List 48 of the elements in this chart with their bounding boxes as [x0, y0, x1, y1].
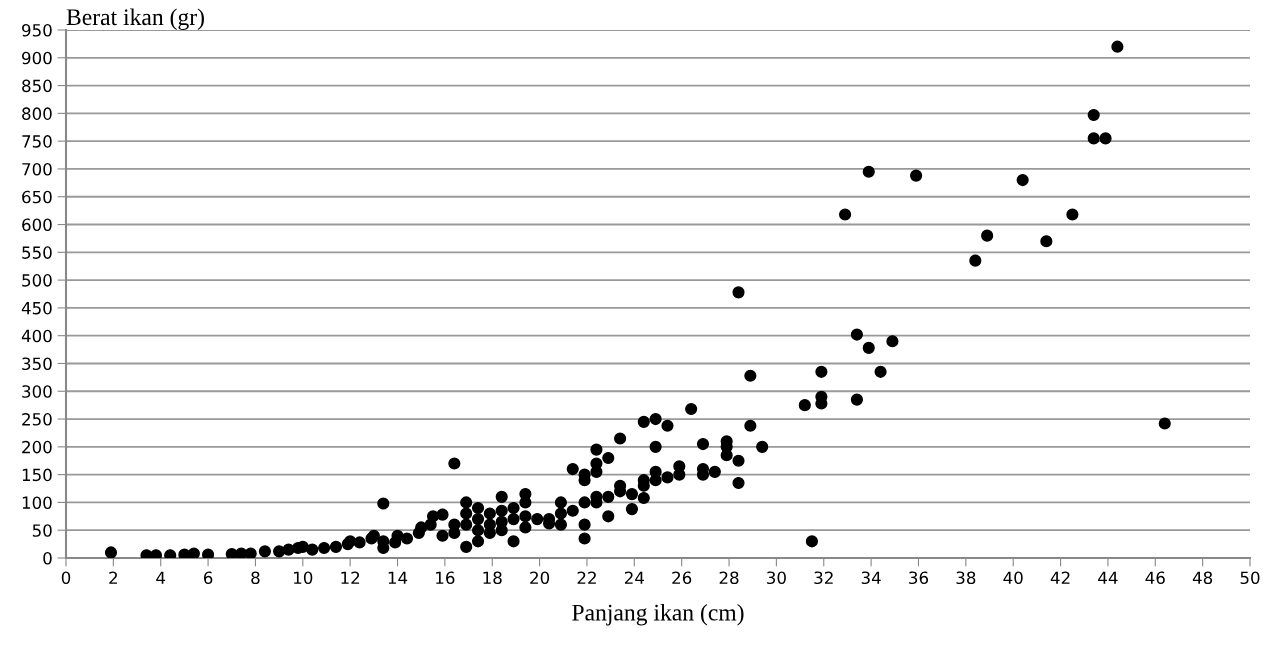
- y-tick-label: 700: [22, 162, 52, 176]
- x-tick-label: 46: [1145, 571, 1165, 585]
- x-tick-label: 26: [672, 571, 692, 585]
- y-tick-label: 500: [22, 274, 52, 287]
- y-tick-label: 150: [22, 468, 52, 482]
- y-axis-title: Berat ikan (gr): [66, 8, 204, 30]
- x-tick-label: 10: [294, 571, 313, 585]
- x-tick-label: 28: [719, 571, 739, 585]
- x-tick-label: 4: [156, 571, 166, 584]
- y-tick-label: 300: [22, 385, 52, 398]
- x-tick-label: 50: [1240, 571, 1260, 585]
- y-tick-label: 600: [22, 218, 52, 232]
- y-tick-label: 0: [43, 551, 52, 565]
- y-tick-label: 650: [22, 190, 52, 204]
- y-tick-label: 900: [22, 51, 52, 65]
- x-tick-label: 24: [624, 571, 644, 584]
- x-tick-label: 18: [483, 571, 502, 585]
- y-tick-label: 250: [22, 413, 52, 426]
- x-tick-label: 34: [861, 571, 881, 585]
- y-tick-label: 950: [22, 23, 52, 37]
- y-tick-label: 350: [22, 357, 52, 371]
- x-tick-label: 2: [109, 571, 117, 584]
- x-tick-label: 16: [436, 571, 455, 585]
- x-tick-label: 30: [767, 571, 786, 585]
- y-tick-label: 850: [22, 79, 52, 93]
- x-tick-label: 0: [61, 571, 71, 585]
- y-tick-label: 400: [21, 329, 52, 343]
- x-axis-title: Panjang ikan (cm): [572, 603, 744, 626]
- y-tick-label: 800: [22, 107, 52, 120]
- x-tick-label: 42: [1050, 571, 1070, 584]
- y-tick-label: 50: [32, 524, 52, 537]
- x-tick-label: 48: [1192, 571, 1213, 585]
- x-tick-label: 12: [341, 571, 360, 584]
- x-tick-label: 20: [530, 571, 550, 585]
- y-tick-label: 550: [22, 246, 52, 259]
- y-tick-label: 450: [21, 301, 52, 315]
- x-tick-label: 38: [956, 571, 976, 585]
- y-tick-label: 200: [22, 440, 52, 454]
- x-tick-label: 36: [909, 571, 929, 585]
- x-tick-label: 40: [1003, 571, 1023, 585]
- x-tick-label: 8: [251, 571, 260, 585]
- y-tick-label: 750: [22, 135, 52, 148]
- x-tick-label: 14: [388, 571, 408, 584]
- x-tick-label: 6: [203, 571, 213, 585]
- x-tick-label: 22: [577, 571, 596, 584]
- x-tick-label: 44: [1098, 571, 1118, 584]
- x-tick-label: 32: [814, 571, 833, 585]
- y-tick-label: 100: [22, 496, 52, 509]
